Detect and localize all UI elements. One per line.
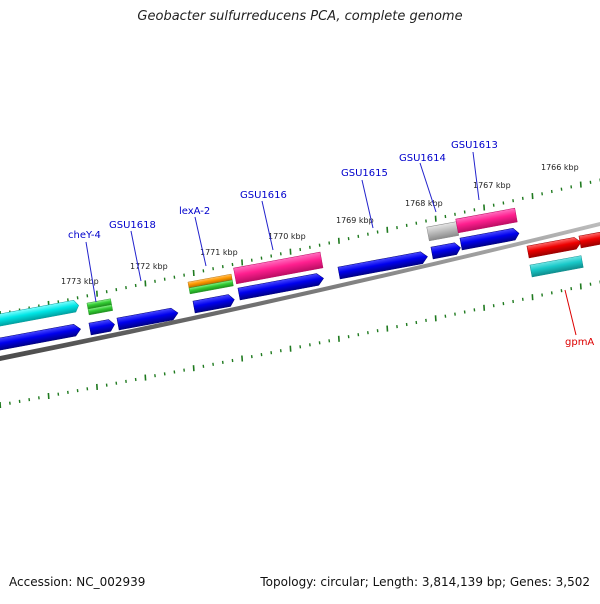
accession-text: Accession: NC_002939: [9, 575, 145, 589]
callout-line-GSU1613: [473, 152, 479, 200]
tick-label-1767: 1767 kbp: [473, 181, 511, 190]
callout-line-cheY-4: [86, 242, 96, 302]
callout-line-GSU1618: [131, 231, 141, 281]
callout-line-lexA-2: [195, 217, 206, 266]
tick-label-1770: 1770 kbp: [268, 232, 306, 241]
gene-label-cheY-4: cheY-4: [68, 230, 101, 241]
tick-label-1772: 1772 kbp: [130, 262, 168, 271]
callout-line-GSU1616: [262, 201, 273, 250]
tick-label-1771: 1771 kbp: [200, 248, 238, 257]
tick-label-1766: 1766 kbp: [541, 163, 579, 172]
callout-line-gpmA: [565, 290, 576, 335]
feature-GSU1614[interactable]: [427, 222, 459, 241]
genome-backbone: [0, 222, 600, 361]
gene-label-GSU1614: GSU1614: [399, 153, 446, 164]
gene-label-gpmA: gpmA: [565, 337, 594, 348]
gene-label-GSU1616: GSU1616: [240, 190, 287, 201]
gene-label-GSU1613: GSU1613: [451, 140, 498, 151]
feature-cyan-left[interactable]: [0, 300, 80, 330]
gene-label-lexA-2: lexA-2: [179, 206, 210, 217]
gene-label-GSU1615: GSU1615: [341, 168, 388, 179]
feature-teal-gpmA[interactable]: [530, 256, 583, 277]
genome-summary-text: Topology: circular; Length: 3,814,139 bp…: [260, 575, 590, 589]
inner-tick-ring: [0, 281, 600, 409]
feature-lexA-2[interactable]: [188, 274, 233, 294]
page-title: Geobacter sulfurreducens PCA, complete g…: [0, 9, 600, 24]
feature-blue-GSU1614[interactable]: [431, 242, 462, 259]
feature-cheY-4[interactable]: [87, 299, 113, 315]
feature-red-outer-2[interactable]: [579, 229, 600, 248]
tick-label-1768: 1768 kbp: [405, 199, 443, 208]
tick-label-1769: 1769 kbp: [336, 216, 374, 225]
feature-blue-cheY[interactable]: [89, 319, 116, 335]
gene-label-GSU1618: GSU1618: [109, 220, 156, 231]
